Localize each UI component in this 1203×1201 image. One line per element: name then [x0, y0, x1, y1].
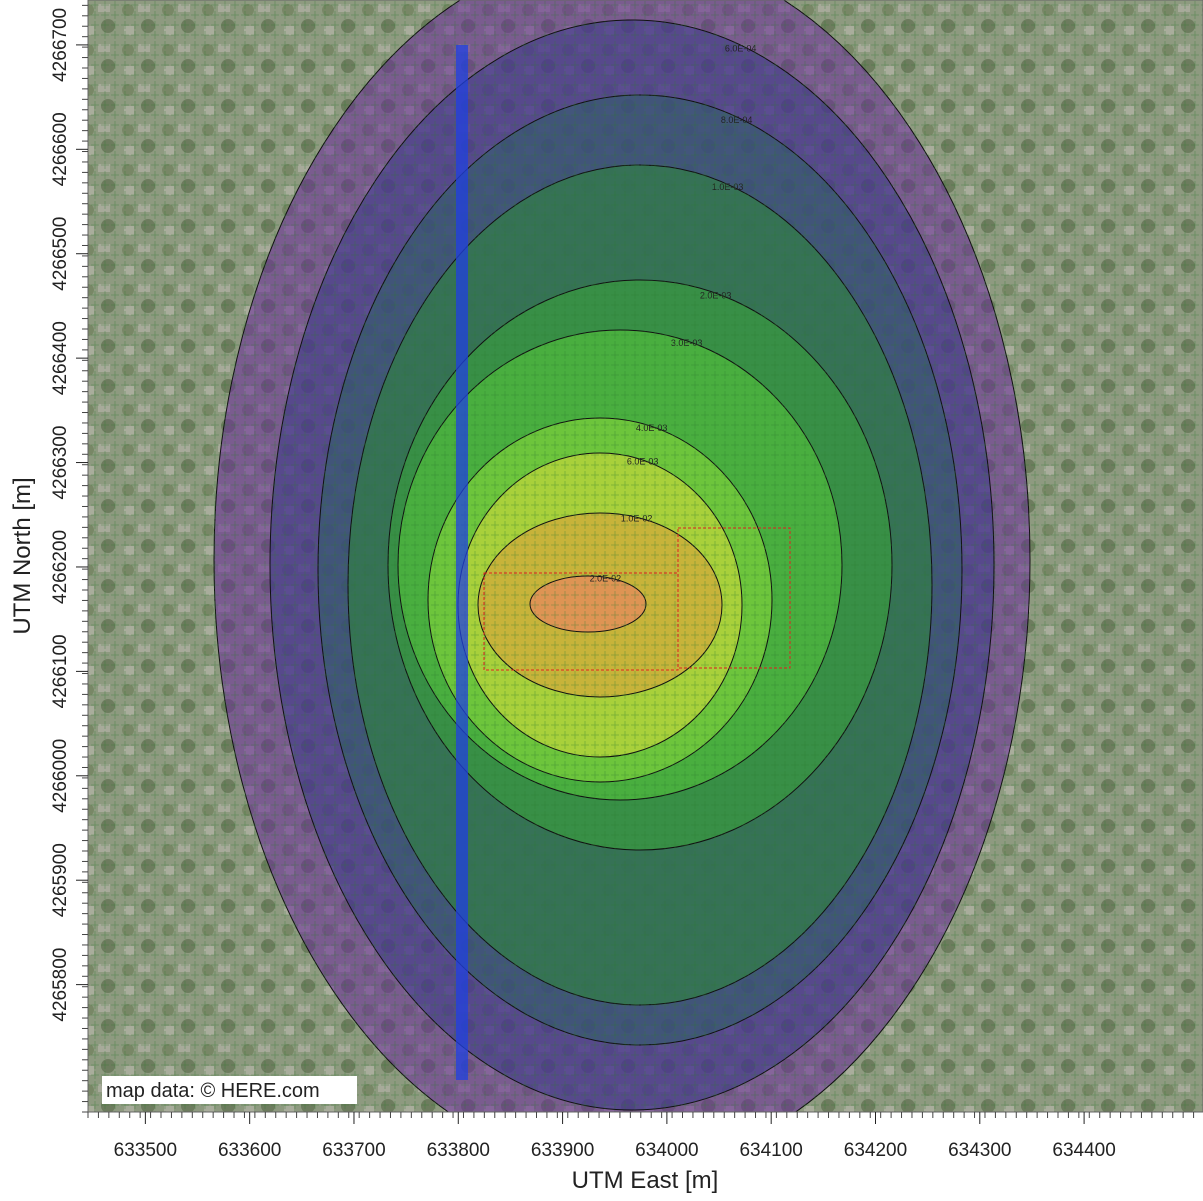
y-tick-label: 4265800 [50, 948, 71, 1022]
y-tick-label: 4266000 [50, 739, 71, 813]
y-tick-label: 4266200 [50, 530, 71, 604]
y-tick-label: 4266600 [50, 112, 71, 186]
attribution: map data: © HERE.com [106, 1080, 320, 1102]
y-tick-label: 4266700 [50, 8, 71, 82]
x-axis-title: UTM East [m] [572, 1167, 719, 1194]
x-tick-label: 634100 [739, 1140, 802, 1161]
x-tick-label: 633700 [322, 1140, 385, 1161]
x-tick-label: 634200 [844, 1140, 907, 1161]
x-tick-label: 633900 [531, 1140, 594, 1161]
y-tick-label: 4266500 [50, 217, 71, 291]
x-tick-label: 634400 [1052, 1140, 1115, 1161]
receptor-grid [88, 0, 1203, 1112]
y-axis-title: UTM North [m] [9, 477, 36, 634]
map-chart: 5.0E-046.0E-048.0E-041.0E-032.0E-033.0E-… [0, 0, 1203, 1196]
x-tick-label: 634300 [948, 1140, 1011, 1161]
y-tick-label: 4266300 [50, 426, 71, 500]
x-tick-label: 633600 [218, 1140, 281, 1161]
y-tick-label: 4265900 [50, 843, 71, 917]
y-tick-label: 4266400 [50, 321, 71, 395]
map-area: 5.0E-046.0E-048.0E-041.0E-032.0E-033.0E-… [88, 0, 1203, 1170]
receptor-line [456, 45, 468, 1080]
x-tick-label: 633500 [114, 1140, 177, 1161]
x-tick-label: 634000 [635, 1140, 698, 1161]
y-tick-label: 4266100 [50, 634, 71, 708]
x-tick-label: 633800 [427, 1140, 490, 1161]
